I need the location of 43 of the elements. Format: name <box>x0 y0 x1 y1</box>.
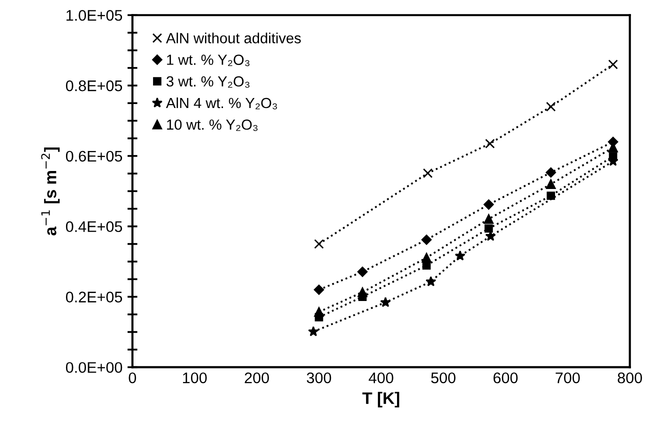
legend-label: AlN without additives <box>166 32 301 44</box>
y-tick-label: 0.8E+05 <box>66 80 122 92</box>
point <box>485 138 495 148</box>
point <box>308 326 319 336</box>
x-tick-label: 0 <box>128 372 136 384</box>
point <box>421 234 432 245</box>
point <box>314 239 324 249</box>
point <box>484 214 494 224</box>
point <box>358 287 368 298</box>
point <box>546 179 556 189</box>
x-tick-label: 100 <box>183 372 207 384</box>
point <box>608 60 618 70</box>
x-tick-label: 700 <box>556 372 580 384</box>
y-tick-label: 0.0E+00 <box>66 362 122 373</box>
legend-label: 10 wt. % Y₂O₃ <box>167 119 258 131</box>
point <box>426 276 436 286</box>
legend-label: 3 wt. % Y₂O₃ <box>166 76 250 88</box>
y-tick-label: 1.0E+05 <box>66 10 122 21</box>
point <box>422 252 432 263</box>
x-tick-label: 600 <box>494 372 518 384</box>
point <box>546 102 556 112</box>
point <box>484 224 493 233</box>
y-axis-title: a$^{−1}$ [s m$^{−2}$] <box>41 148 60 236</box>
x-tick-label: 300 <box>306 372 332 384</box>
x-tick-label: 200 <box>244 372 269 384</box>
y-tick-label: 0.6E+05 <box>66 150 122 162</box>
point <box>314 307 324 317</box>
x-axis-title: T [K] <box>362 392 400 408</box>
point <box>546 192 556 200</box>
point <box>484 199 494 210</box>
x-tick-label: 500 <box>431 372 456 384</box>
point <box>380 296 391 308</box>
point <box>357 266 368 277</box>
legend-label: AlN 4 wt. % Y₂O₃ <box>166 97 277 110</box>
point <box>422 168 433 178</box>
y-tick-label: 0.4E+05 <box>66 221 122 232</box>
legend-label: 1 wt. % Y₂O₃ <box>167 54 250 66</box>
point <box>314 284 324 295</box>
x-tick-label: 800 <box>618 372 642 384</box>
point <box>454 250 466 261</box>
x-tick-label: 400 <box>368 372 394 384</box>
y-tick-label: 0.2E+05 <box>66 292 122 302</box>
point <box>546 167 556 178</box>
